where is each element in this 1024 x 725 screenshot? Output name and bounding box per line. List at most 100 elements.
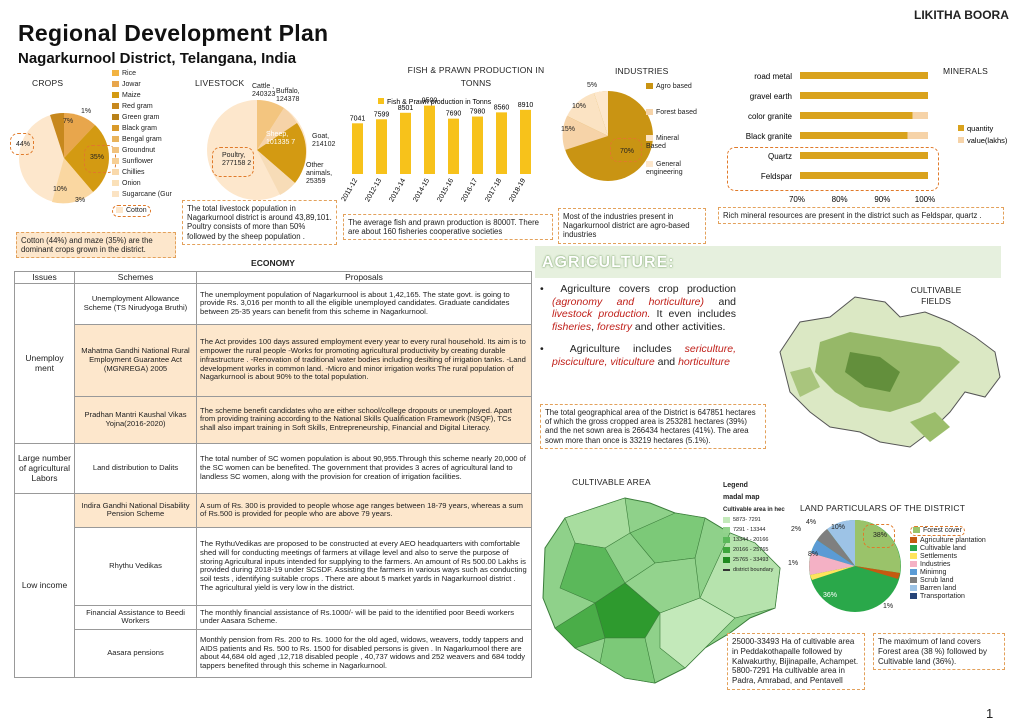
page-subtitle: Nagarkurnool District, Telangana, India — [18, 50, 297, 67]
legend-swatch — [958, 125, 964, 131]
land-label-10: 10% — [831, 524, 846, 531]
industries-caption: Most of the industries present in Nagark… — [558, 208, 706, 244]
industries-label-70: 70% — [620, 148, 635, 155]
table-row: Financial Assistance to Beedi Workers Th… — [15, 604, 532, 630]
crops-label-3: 3% — [75, 197, 86, 204]
table-row: Low income Indira Gandhi National Disabi… — [14, 492, 532, 678]
legend-item: 5873- 7291 — [723, 516, 803, 524]
crops-label-44: 44% — [16, 141, 31, 148]
minerals-chart: road metal gravel earth color granite Black… — [746, 72, 1008, 204]
land-label-1b: 1% — [883, 603, 894, 610]
land-label-36: 36% — [823, 592, 838, 599]
legend-sub: madal map — [723, 494, 760, 501]
crops-label-1: 1% — [81, 108, 92, 115]
legend-item: Red gram — [112, 103, 187, 111]
proposal-cell: The total number of SC women population … — [196, 442, 532, 494]
bar-value-label: 7041 — [350, 115, 366, 122]
land-pie — [809, 519, 901, 612]
proposal-cell: A sum of Rs. 300 is provided to people w… — [196, 492, 532, 528]
livestock-label-other: Other animals, 25359 — [306, 162, 333, 185]
proposal-cell: The monthly financial assistance of Rs.1… — [196, 604, 532, 630]
table-header: Issues Schemes Proposals — [14, 271, 532, 284]
legend-item: Agro based — [646, 83, 706, 91]
legend-label: value(lakhs) — [967, 136, 1008, 145]
land-legend: Forest cover Agriculture plantation Cult… — [910, 519, 1010, 601]
agri-bullet-1: • Agriculture covers crop production (ag… — [540, 283, 737, 333]
cultivable-area-map — [542, 497, 781, 684]
industries-legend: Agro based Forest based Mineral Based Ge… — [646, 83, 706, 177]
livestock-label-goat: Goat, 214102 — [312, 133, 336, 148]
scheme-cell: Aasara pensions — [74, 628, 197, 678]
x-tick-label: 2013-14 — [388, 177, 407, 203]
bar — [400, 112, 411, 174]
y-tick-label: gravel earth — [750, 92, 792, 101]
y-tick-label: Quartz — [768, 152, 792, 161]
legend-swatch — [958, 137, 964, 143]
agriculture-heading: AGRICULTURE: — [542, 254, 675, 271]
proposal-cell: The RythuVedikas are proposed to be cons… — [196, 526, 532, 606]
industries-title: INDUSTRIES — [615, 66, 669, 76]
legend-item: district boundary — [723, 566, 803, 574]
x-tick-label: 100% — [915, 195, 935, 204]
page-title: Regional Development Plan — [18, 20, 329, 46]
cultivable-area-title: CULTIVABLE AREA — [572, 477, 651, 487]
legend-label: quantity — [967, 124, 994, 133]
legend-item: Jowar — [112, 81, 187, 89]
industries-label-10: 10% — [572, 103, 587, 110]
y-tick-label: road metal — [754, 72, 792, 81]
x-tick-label: 2011-12 — [341, 177, 360, 202]
bar-value-label: 7980 — [470, 109, 486, 116]
y-tick-label: Black granite — [746, 132, 793, 141]
crops-label-7: 7% — [63, 118, 74, 125]
legend-item: Chillies — [112, 169, 187, 177]
agriculture-area-text: The total geographical area of the Distr… — [540, 404, 766, 449]
legend-head: Cultivable area in hec — [723, 507, 785, 513]
land-label-8: 8% — [808, 551, 819, 558]
author-name: LIKITHA BOORA — [914, 8, 1009, 22]
legend-item: Cotton — [112, 205, 151, 217]
cultivable-fields-label: CULTIVABLE FIELDS — [910, 285, 962, 306]
legend-item: Scrub land — [910, 577, 1010, 585]
x-tick-label: 2016-17 — [460, 177, 479, 203]
legend-item: 7291 - 13344 — [723, 526, 803, 534]
x-tick-label: 2015-16 — [436, 177, 455, 203]
economy-title: ECONOMY — [251, 258, 295, 268]
bar — [800, 152, 928, 159]
livestock-title: LIVESTOCK — [195, 78, 245, 88]
livestock-label-cattle: Cattle , 240323 — [252, 83, 276, 98]
cultivable-fields-map — [779, 296, 1001, 448]
legend-item: Sugarcane (Gur — [112, 191, 187, 199]
scheme-cell: Unemployment Allowance Scheme (TS Nirudy… — [74, 282, 197, 325]
issue-cell: Low income — [14, 492, 75, 678]
bar — [376, 119, 387, 174]
header-schemes: Schemes — [74, 271, 197, 284]
economy-table: Issues Schemes Proposals Unemploy ment U… — [14, 271, 532, 678]
fish-caption: The average fish and prawn production is… — [343, 214, 553, 241]
bar — [912, 112, 928, 119]
land-title: LAND PARTICULARS OF THE DISTRICT — [800, 503, 966, 513]
legend-item: Bengal gram — [112, 136, 187, 144]
legend-item: Cultivable land — [910, 545, 1010, 553]
legend-item: Transportation — [910, 593, 1010, 601]
issue-cell: Unemploy ment — [14, 282, 75, 444]
x-tick-label: 90% — [874, 195, 890, 204]
crops-legend: Rice Jowar Maize Red gram Green gram Bla… — [112, 70, 187, 217]
fish-chart: Fish & Prawn production in Tonns 7041 2011… — [341, 98, 534, 204]
legend-item: Forest based — [646, 109, 706, 117]
scheme-cell: Land distribution to Dalits — [74, 442, 197, 494]
land-caption: The maximum of land covers Forest area (… — [873, 633, 1005, 671]
x-tick-label: 2018-19 — [508, 177, 527, 203]
minerals-title: MINERALS — [943, 66, 989, 76]
legend-item: 25765 - 33493 — [723, 556, 803, 564]
legend-item: Sunflower — [112, 158, 187, 166]
livestock-caption: The total livestock population in Nagark… — [182, 200, 337, 245]
legend-item: 20166 - 25765 — [723, 546, 803, 554]
land-label-2: 2% — [791, 526, 802, 533]
bar-value-label: 8501 — [398, 105, 414, 112]
crops-label-10: 10% — [53, 186, 68, 193]
legend-item: Mineral Based — [646, 135, 679, 150]
bar-value-label: 9500 — [422, 98, 438, 105]
page-number: 1 — [986, 706, 994, 721]
livestock-label-sheep: Sheep, 101335 7 — [266, 131, 296, 146]
land-label-1a: 1% — [788, 560, 799, 567]
